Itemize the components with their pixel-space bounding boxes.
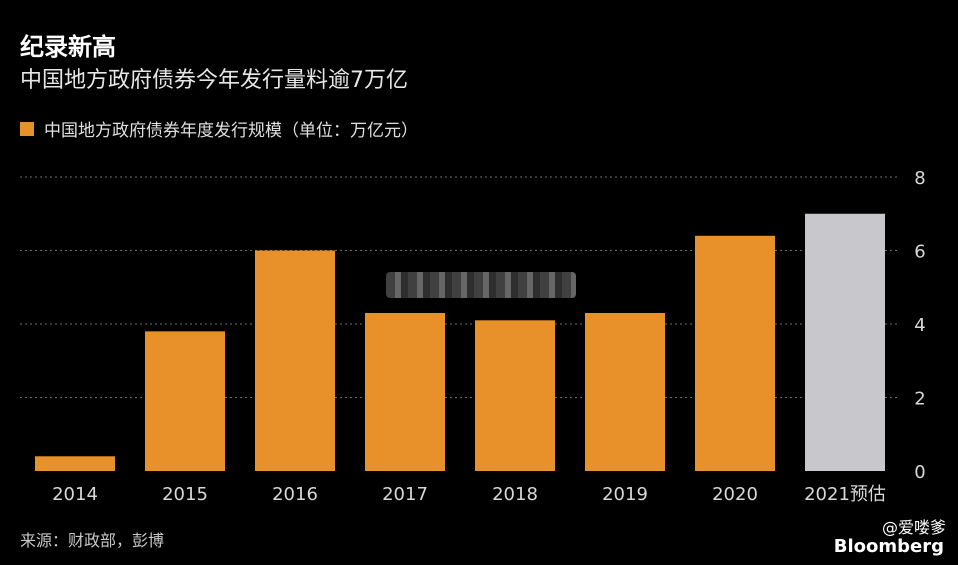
bar-2016 (255, 250, 335, 471)
chart-title: 纪录新高 (20, 33, 116, 61)
x-tick-label: 2016 (272, 484, 318, 505)
source-note: 来源：财政部，彭博 (20, 531, 165, 550)
legend-label: 中国地方政府债券年度发行规模（单位：万亿元） (44, 121, 418, 141)
x-tick-label: 2015 (162, 484, 208, 505)
watermark-logo: Bloomberg (833, 536, 944, 557)
bar-2015 (145, 331, 225, 471)
x-tick-label: 2017 (382, 484, 428, 505)
watermark-handle: @爱喽爹 (881, 518, 946, 537)
legend-swatch (20, 121, 34, 136)
bar-2018 (475, 320, 555, 471)
x-tick-label: 2018 (492, 484, 538, 505)
chart-subtitle: 中国地方政府债券今年发行量料逾7万亿 (20, 68, 408, 93)
y-tick-label: 8 (914, 168, 925, 189)
y-tick-label: 4 (914, 315, 925, 336)
bar-2017 (365, 312, 445, 471)
legend: 中国地方政府债券年度发行规模（单位：万亿元） (20, 116, 418, 141)
y-tick-label: 6 (914, 242, 925, 263)
x-tick-label: 2019 (602, 484, 648, 505)
bar-2020 (695, 235, 775, 471)
blurred-overlay (386, 272, 576, 298)
bar-2014 (35, 456, 115, 471)
x-tick-label: 2014 (52, 484, 98, 505)
bar-2019 (585, 312, 665, 471)
x-tick-label: 2020 (712, 484, 758, 505)
x-tick-label: 2021预估 (804, 484, 886, 505)
y-tick-label: 2 (914, 389, 925, 410)
bar-2021预估 (805, 213, 885, 471)
y-tick-label: 0 (914, 462, 925, 483)
